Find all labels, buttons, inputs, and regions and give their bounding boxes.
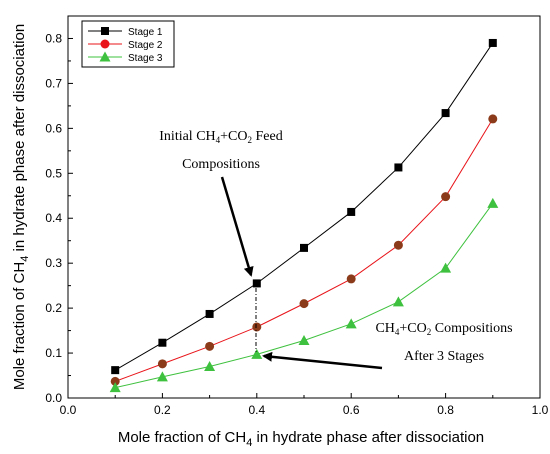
x-tick-label: 0.0	[60, 403, 77, 417]
annotation-after-stages: CH4+CO2 Compositions After 3 Stages	[262, 321, 513, 370]
data-point-stage-1	[158, 338, 167, 347]
data-point-stage-1	[111, 366, 120, 375]
y-tick-label: 0.1	[45, 346, 62, 360]
data-point-stage-1	[300, 243, 308, 252]
data-point-stage-1	[488, 38, 497, 47]
y-axis-ticks: 0.0 0.1 0.2 0.3 0.4 0.5 0.6 0.7 0.8	[45, 31, 73, 405]
legend-item-stage-3: Stage 3	[88, 51, 163, 64]
y-tick-label: 0.6	[45, 121, 62, 135]
x-axis-ticks: 0.0 0.2 0.4 0.6 0.8 1.0	[60, 393, 549, 417]
x-axis-title: Mole fraction of CH4 in hydrate phase af…	[118, 429, 484, 449]
series-stage-3	[109, 197, 499, 393]
data-point-stage-3	[487, 197, 499, 208]
data-point-stage-2	[488, 114, 498, 124]
legend: Stage 1 Stage 2 Stage 3	[81, 20, 175, 68]
data-point-stage-2	[441, 192, 451, 202]
legend-label: Stage 1	[128, 27, 163, 38]
annotation-after-stages-line2: After 3 Stages	[404, 349, 484, 364]
legend-label: Stage 3	[128, 53, 163, 64]
annotation-initial-feed-line1: Initial CH4+CO2 Feed	[159, 129, 282, 145]
x-tick-label: 0.2	[154, 403, 171, 417]
annotation-initial-feed-arrow	[220, 176, 254, 277]
data-point-stage-1	[441, 109, 450, 118]
x-tick-label: 1.0	[532, 403, 549, 417]
data-point-stage-1	[394, 163, 403, 172]
data-point-stage-2	[252, 322, 262, 332]
data-point-stage-2	[157, 359, 167, 369]
annotation-initial-feed: Initial CH4+CO2 Feed Compositions	[159, 129, 283, 352]
data-point-stage-3	[440, 262, 452, 273]
annotation-after-stages-arrow	[262, 351, 383, 370]
x-tick-label: 0.8	[437, 403, 454, 417]
legend-marker	[99, 51, 111, 62]
x-tick-label: 0.4	[248, 403, 265, 417]
data-point-stage-1	[347, 207, 356, 216]
data-point-stage-3	[204, 361, 216, 372]
y-tick-label: 0.5	[45, 166, 62, 180]
data-point-stage-2	[299, 299, 309, 309]
data-point-stage-1	[252, 279, 261, 288]
data-point-stage-3	[109, 382, 121, 393]
data-point-stage-3	[298, 334, 310, 345]
series-layer	[109, 38, 499, 393]
data-point-stage-3	[156, 371, 168, 382]
data-point-stage-1	[205, 309, 214, 318]
series-stage-2	[110, 114, 498, 386]
data-point-stage-3	[345, 318, 357, 329]
legend-marker	[101, 27, 109, 35]
y-tick-label: 0.8	[45, 31, 62, 45]
data-point-stage-2	[205, 341, 215, 351]
series-stage-1	[111, 38, 497, 375]
legend-marker	[100, 39, 110, 49]
y-tick-label: 0.3	[45, 256, 62, 270]
annotation-initial-feed-line2: Compositions	[182, 157, 260, 172]
data-point-stage-2	[110, 376, 120, 386]
annotation-after-stages-line1: CH4+CO2 Compositions	[375, 321, 512, 337]
data-point-stage-3	[392, 296, 404, 307]
legend-item-stage-2: Stage 2	[88, 39, 163, 51]
y-tick-label: 0.2	[45, 301, 62, 315]
y-tick-label: 0.0	[45, 391, 62, 405]
data-point-stage-2	[393, 240, 403, 250]
legend-label: Stage 2	[128, 40, 163, 51]
y-tick-label: 0.7	[45, 76, 62, 90]
x-tick-label: 0.6	[343, 403, 360, 417]
legend-item-stage-1: Stage 1	[88, 27, 163, 38]
data-point-stage-2	[346, 274, 356, 284]
y-axis-title: Mole fraction of CH4 in hydrate phase af…	[11, 24, 31, 390]
y-tick-label: 0.4	[45, 211, 62, 225]
data-point-stage-3	[251, 348, 263, 359]
